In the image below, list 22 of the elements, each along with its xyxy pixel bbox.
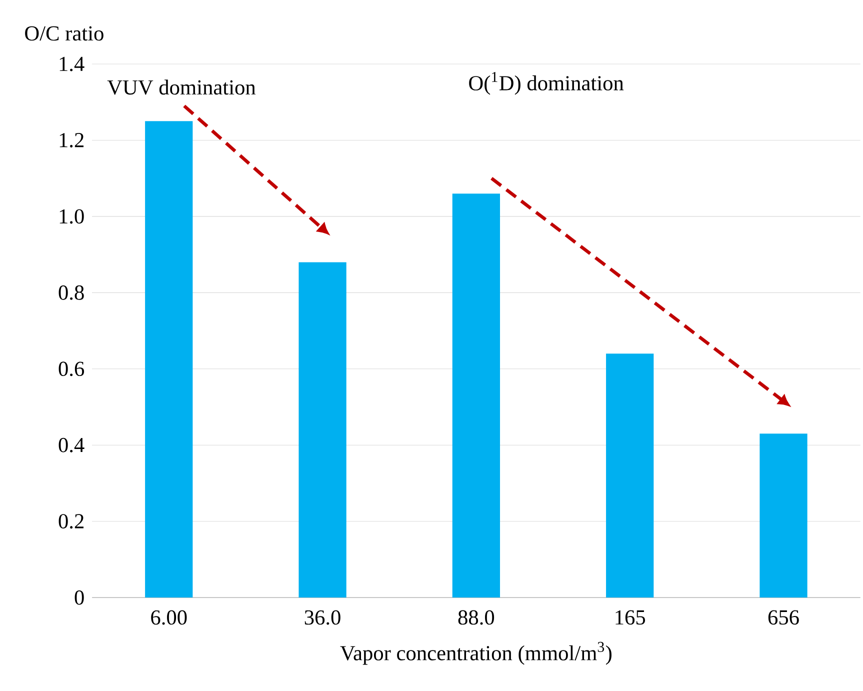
bar [145,121,193,598]
x-tick-label: 165 [616,610,646,625]
y-tick-label: 0 [74,590,84,605]
y-tick-label: 1.2 [60,133,84,148]
annotation: O($^{1}$D) domination [469,72,624,95]
bar [606,354,654,598]
y-axis-title: O/C ratio [25,26,104,41]
x-tick-label: 656 [768,610,799,625]
y-tick-label: 1.4 [60,56,84,72]
x-tick-label: 36.0 [304,610,340,625]
annotation: VUV domination [107,80,256,95]
x-axis-title: Vapor concentration (mmol/m$^{3}$) [340,642,612,665]
x-tick-label: 6.00 [151,610,187,625]
bar [452,194,500,598]
x-tick-label: 88.0 [458,610,494,625]
bar [760,434,808,598]
y-tick-label: 1.0 [60,209,84,224]
y-tick-label: 0.2 [58,514,84,529]
y-tick-label: 0.4 [58,438,84,452]
y-tick-label: 0.8 [58,285,84,300]
y-tick-label: 0.6 [58,362,84,376]
bar [298,262,346,598]
